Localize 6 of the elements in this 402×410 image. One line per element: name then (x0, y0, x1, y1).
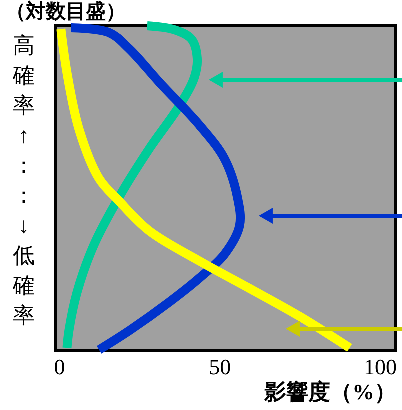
x-tick-label: 100 (364, 354, 397, 380)
text: 高確率↑：：↓低確率 (13, 33, 35, 328)
x-tick-label: 50 (209, 354, 232, 380)
chart-title: （対数目盛） (6, 0, 126, 23)
x-axis-title: 影響度（%） (264, 380, 396, 404)
x-tick-label: 0 (54, 354, 66, 380)
